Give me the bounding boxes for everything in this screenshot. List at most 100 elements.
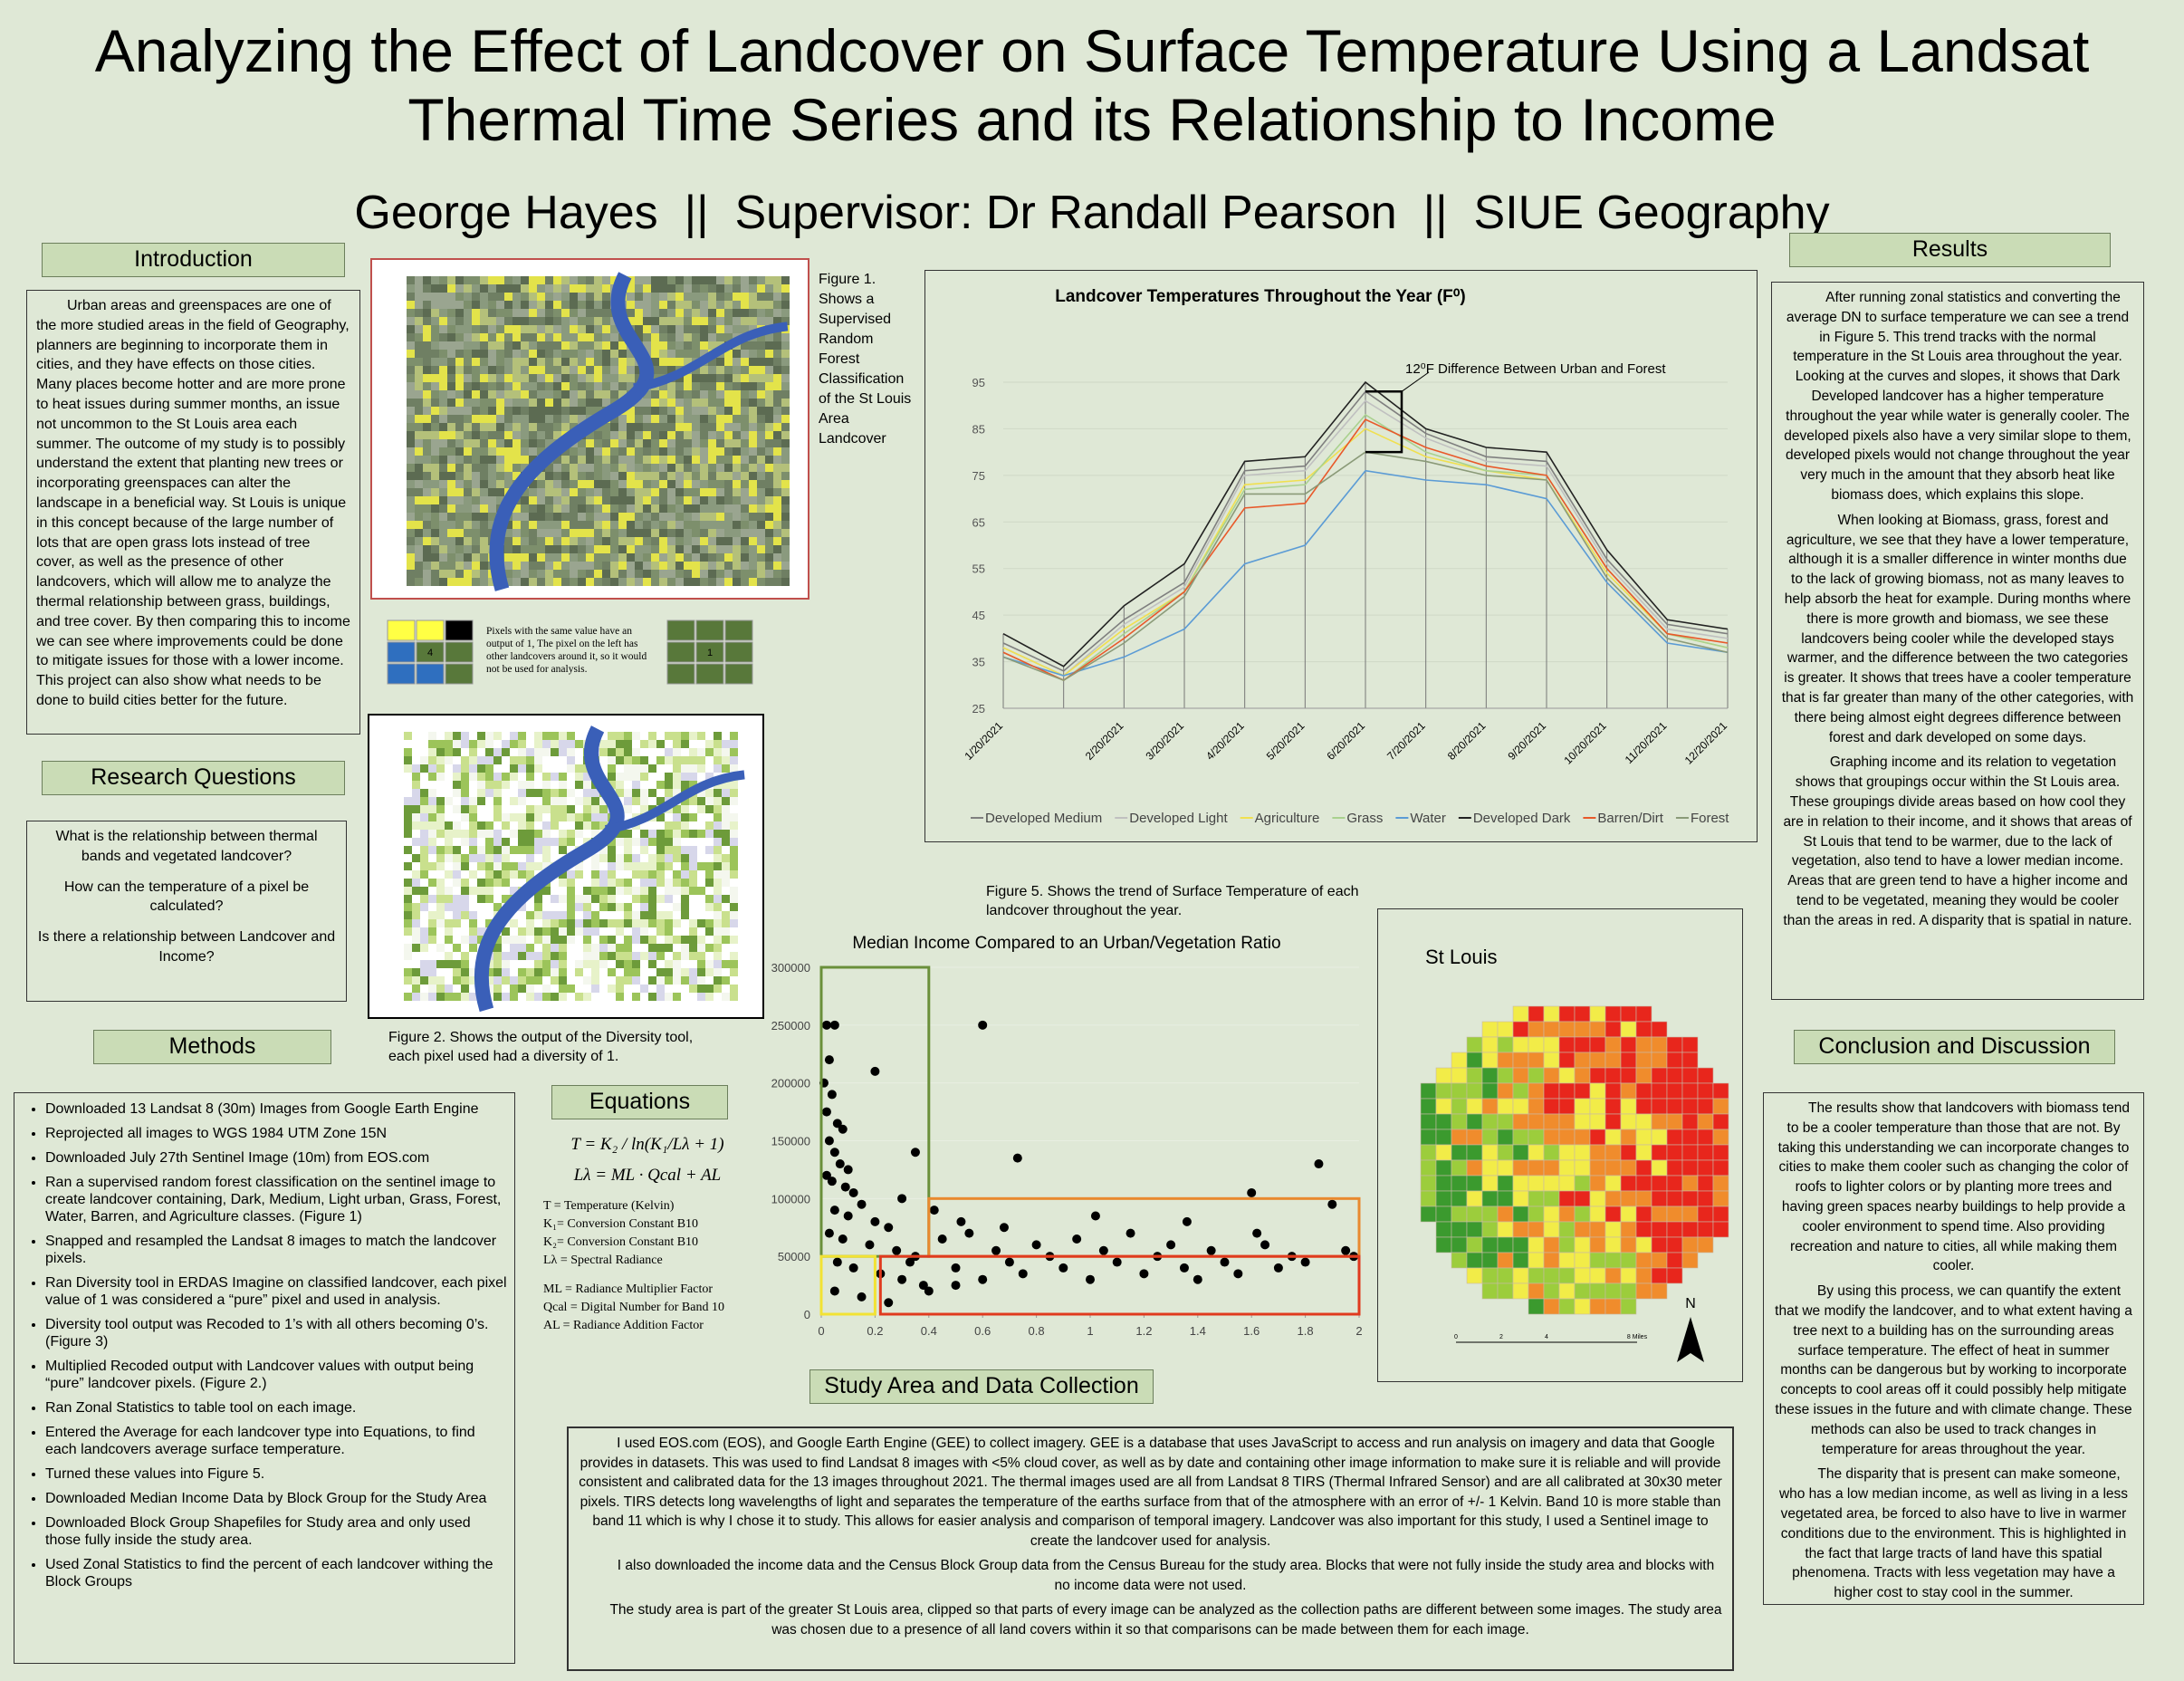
pixel — [534, 993, 542, 1001]
block-group — [1681, 1190, 1699, 1207]
pixel — [496, 301, 504, 309]
pixel — [480, 447, 488, 456]
pixel — [537, 447, 545, 456]
pixel — [773, 521, 781, 529]
pixel — [708, 578, 716, 586]
pixel — [561, 415, 570, 423]
pixel — [578, 390, 586, 399]
point — [870, 1066, 880, 1076]
pixel — [570, 333, 578, 341]
pixel — [684, 374, 692, 382]
block-group — [1604, 1282, 1622, 1300]
pixel — [608, 976, 616, 985]
block-group — [1635, 1052, 1652, 1069]
pixel — [537, 293, 545, 301]
pixel — [469, 919, 477, 927]
pixel — [700, 366, 708, 374]
pixel — [673, 846, 681, 854]
block-group — [1435, 1190, 1452, 1207]
block-group — [1420, 1082, 1437, 1100]
pixel — [681, 911, 689, 919]
pixel — [781, 537, 790, 545]
pixel — [502, 976, 510, 985]
pixel — [781, 293, 790, 301]
pixel — [624, 903, 632, 911]
pixel — [627, 545, 635, 553]
point — [1220, 1257, 1230, 1267]
block-group — [1635, 1082, 1652, 1100]
pixel — [684, 431, 692, 439]
pixel — [599, 993, 608, 1001]
pixel — [656, 789, 665, 797]
block-group — [1697, 1113, 1714, 1130]
pixel — [526, 732, 534, 740]
pixel — [537, 325, 545, 333]
pixel — [781, 529, 790, 537]
block-group — [1697, 1098, 1714, 1115]
pixel — [431, 350, 439, 358]
pixel — [667, 341, 675, 350]
pixel — [477, 903, 485, 911]
pixel — [551, 968, 559, 976]
pixel — [635, 496, 643, 504]
legend-label: Developed Medium — [985, 811, 1102, 826]
pixel — [724, 439, 733, 447]
pixel — [496, 399, 504, 407]
pixel — [415, 439, 423, 447]
pixel — [608, 870, 616, 879]
pixel — [749, 374, 757, 382]
pixel — [510, 968, 518, 976]
pixel — [733, 431, 741, 439]
pixel — [697, 976, 705, 985]
pixel — [648, 976, 656, 985]
pixel — [472, 358, 480, 366]
block-group — [1435, 1129, 1452, 1146]
pixel — [730, 756, 738, 764]
pixel — [627, 513, 635, 521]
pixel — [700, 504, 708, 513]
block-group — [1543, 1236, 1560, 1254]
pixel — [453, 927, 461, 936]
method-item: Downloaded 13 Landsat 8 (30m) Images fro… — [45, 1100, 507, 1118]
pixel — [673, 985, 681, 993]
pixel — [407, 341, 415, 350]
pixel — [675, 496, 684, 504]
pixel — [472, 374, 480, 382]
pixel — [578, 317, 586, 325]
pixel — [714, 879, 722, 887]
block-group — [1589, 1144, 1606, 1161]
pixel — [684, 399, 692, 407]
pixel — [757, 390, 765, 399]
pixel — [627, 423, 635, 431]
pixel — [781, 415, 790, 423]
block-group — [1635, 1144, 1652, 1161]
pixel — [608, 756, 616, 764]
pixel — [518, 993, 526, 1001]
block-group — [1435, 1067, 1452, 1084]
pixel — [618, 447, 627, 456]
pixel — [521, 293, 529, 301]
pixel — [689, 773, 697, 781]
pixel — [781, 382, 790, 390]
section-heading: Conclusion and Discussion — [1794, 1030, 2115, 1064]
pixel — [553, 325, 561, 333]
block-group — [1635, 1206, 1652, 1223]
pixel — [757, 284, 765, 293]
cell-label: 1 — [707, 648, 713, 658]
pixel — [575, 805, 583, 813]
pixel — [415, 317, 423, 325]
pixel — [559, 968, 567, 976]
pixel — [608, 993, 616, 1001]
pixel — [697, 887, 705, 895]
block-group — [1589, 1175, 1606, 1192]
pixel — [692, 578, 700, 586]
pixel — [656, 748, 665, 756]
pixel — [643, 578, 651, 586]
pixel — [431, 431, 439, 439]
pixel — [504, 301, 512, 309]
pixel — [714, 846, 722, 854]
pixel — [469, 927, 477, 936]
pixel — [773, 431, 781, 439]
pixel — [651, 366, 659, 374]
pixel — [681, 854, 689, 862]
